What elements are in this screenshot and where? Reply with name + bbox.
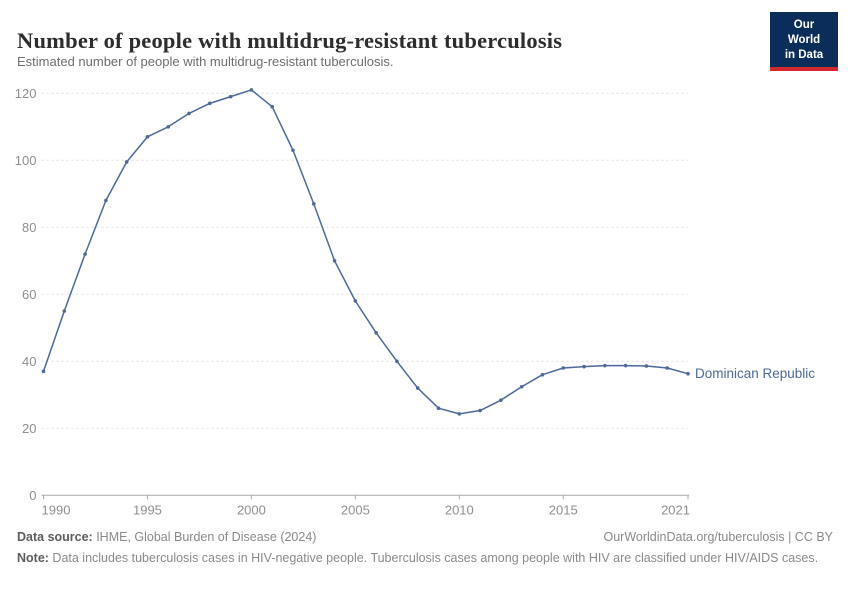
data-point-marker [208, 101, 212, 106]
data-point-marker [228, 94, 233, 99]
data-point-marker [41, 369, 46, 374]
data-point-marker [665, 366, 670, 370]
series-end-label: Dominican Republic [695, 366, 815, 381]
line-chart-canvas: 0 20 40 60 80 100 120 1990 1995 2000 2005 2010 2015 2… [15, 86, 816, 517]
data-point-marker [124, 160, 129, 164]
data-point-marker [686, 371, 690, 376]
chart-subtitle: Estimated number of people with multidru… [17, 54, 394, 69]
owid-logo: Our World in Data [770, 12, 838, 71]
x-tick-label: 2015 [549, 502, 578, 517]
chart-footer: Data source: IHME, Global Burden of Dise… [17, 529, 833, 567]
data-point-marker [499, 398, 503, 402]
series-line [42, 89, 689, 415]
data-point-marker [519, 384, 524, 389]
data-point-marker [291, 148, 295, 153]
data-point-marker [623, 363, 628, 368]
data-point-marker [270, 104, 274, 109]
data-point-marker [603, 363, 607, 368]
y-tick-label: 40 [22, 354, 36, 369]
chart-title: Number of people with multidrug-resistan… [17, 28, 563, 54]
x-tick-label: 2000 [237, 502, 266, 517]
x-tick-label: 2005 [341, 502, 370, 517]
data-point-marker [145, 135, 150, 139]
owid-logo-line2: in Data [784, 48, 824, 61]
data-point-marker [478, 408, 482, 413]
data-source-label: Data source: [17, 530, 93, 544]
owid-url-link[interactable]: OurWorldinData.org/tuberculosis | CC BY [603, 530, 834, 544]
x-tick-label: 2010 [445, 502, 474, 517]
data-point-marker [582, 364, 586, 369]
data-point-marker [83, 252, 87, 256]
y-tick-label: 80 [22, 220, 36, 235]
data-point-marker [540, 372, 545, 377]
data-source: Data source: IHME, Global Burden of Dise… [17, 529, 316, 547]
data-point-marker [395, 359, 399, 364]
data-point-marker [353, 299, 358, 303]
owid-logo-line1: Our World [787, 19, 821, 46]
x-tick-label: 1990 [42, 502, 71, 517]
data-point-marker [104, 198, 108, 203]
x-tick-label: 2021 [661, 502, 690, 517]
x-tick-label: 1995 [133, 502, 162, 517]
data-point-marker [644, 364, 649, 368]
data-point-marker [62, 309, 67, 313]
data-point-marker [561, 366, 566, 370]
data-point-marker [249, 88, 254, 92]
data-point-marker [332, 259, 337, 263]
y-tick-label: 60 [22, 287, 36, 302]
footer-note-label: Note: [17, 550, 49, 565]
data-point-marker [374, 331, 378, 335]
data-point-marker [187, 111, 191, 116]
footer-note-text: Data includes tuberculosis cases in HIV-… [48, 550, 819, 565]
data-point-marker [436, 406, 441, 411]
footer-source-row: Data source: IHME, Global Burden of Dise… [17, 529, 833, 547]
data-point-marker [457, 412, 462, 416]
y-tick-label: 0 [29, 488, 36, 503]
y-tick-label: 100 [15, 153, 37, 168]
footer-note: Note: Data includes tuberculosis cases i… [17, 550, 833, 568]
data-point-marker [415, 386, 420, 390]
data-point-marker [166, 125, 171, 129]
y-tick-label: 20 [22, 421, 36, 436]
data-point-marker [311, 202, 316, 206]
y-tick-label: 120 [15, 86, 37, 101]
data-source-text: IHME, Global Burden of Disease (2024) [92, 530, 317, 544]
